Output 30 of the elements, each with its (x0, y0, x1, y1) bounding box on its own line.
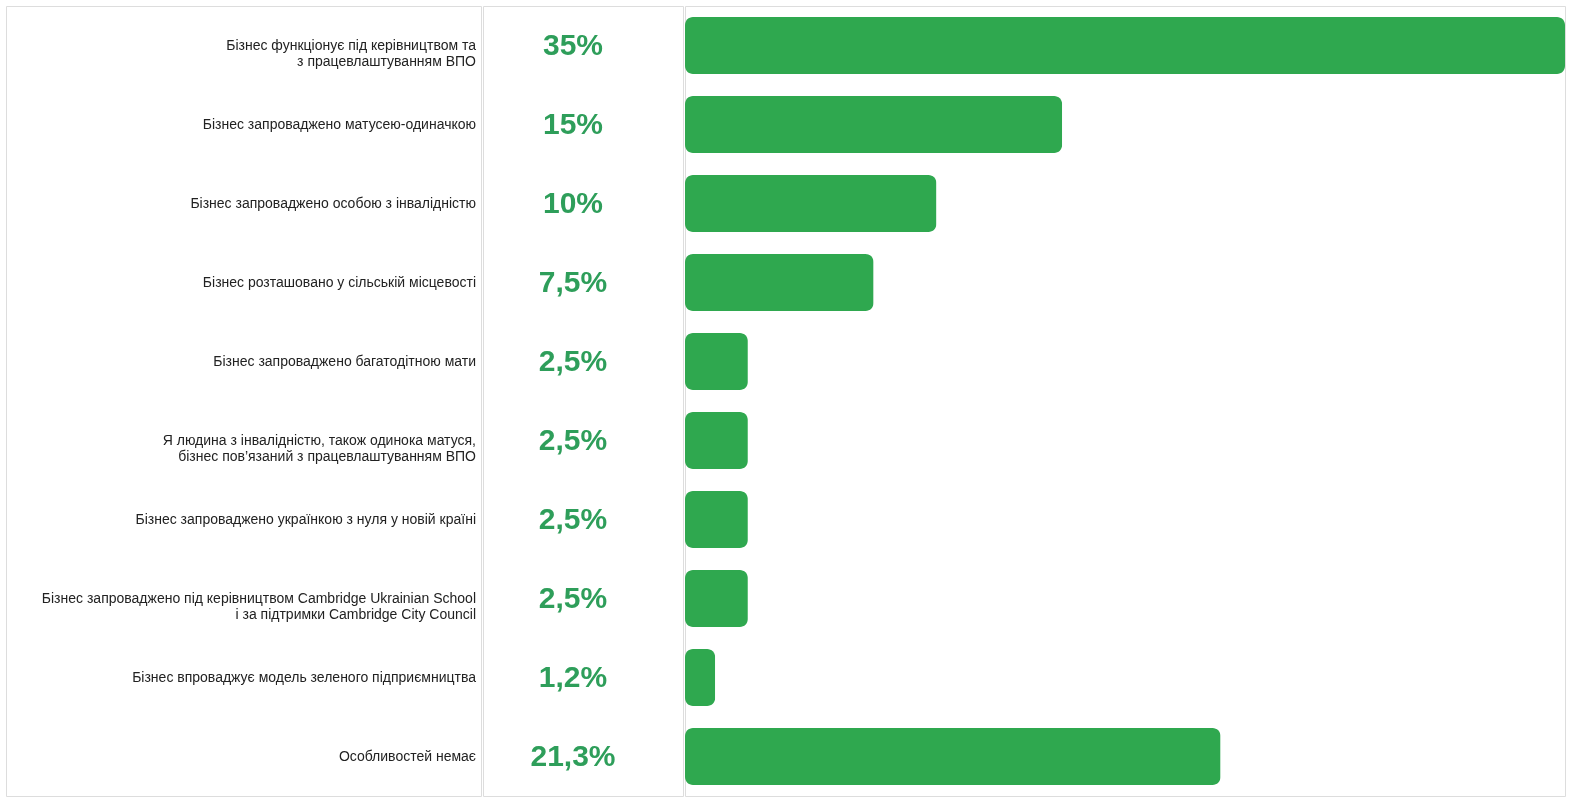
data-label: 2,5% (538, 501, 608, 535)
data-label: 10% (542, 185, 604, 219)
data-label: 2,5% (538, 580, 608, 614)
bar (685, 491, 748, 548)
y-tick-label: Бізнес запроваджено під керівництвом Cambridge Ukrainian School і за підтримки Cambridge City Council (41, 589, 476, 622)
data-label: 21,3% (530, 738, 616, 772)
y-tick-label: Бізнес розташовано у сільській місцевості (202, 273, 476, 290)
data-label: 1,2% (538, 659, 608, 693)
bar (685, 649, 716, 706)
bar (685, 333, 748, 390)
y-tick-label: Бізнес запроваджено українкою з нуля у новій країні (135, 510, 476, 527)
bar (685, 728, 1221, 785)
data-label: 2,5% (538, 422, 608, 456)
y-tick-label: Бізнес функціонує під керівництвом та з працевлаштуванням ВПО (226, 36, 477, 69)
data-label: 15% (542, 106, 604, 140)
bar (685, 412, 748, 469)
y-tick-label: Я людина з інвалідністю, також одинока матуся, бізнес пов’язаний з працевлаштуванням ВПО (162, 431, 477, 464)
y-tick-label: Особливостей немає (338, 747, 476, 764)
bar (685, 175, 937, 232)
y-tick-label: Бізнес впроваджує модель зеленого підприємництва (132, 668, 477, 685)
data-label: 7,5% (538, 264, 608, 298)
bar (685, 254, 874, 311)
bar (685, 570, 748, 627)
data-label: 2,5% (538, 343, 608, 377)
data-label: 35% (542, 27, 604, 61)
y-tick-label: Бізнес запроваджено матусею-одиначкою (202, 115, 476, 132)
y-tick-label: Бізнес запроваджено особою з інвалідністю (190, 194, 476, 211)
y-tick-label: Бізнес запроваджено багатодітною мати (213, 352, 476, 369)
bar (685, 96, 1063, 153)
bar (685, 17, 1565, 74)
